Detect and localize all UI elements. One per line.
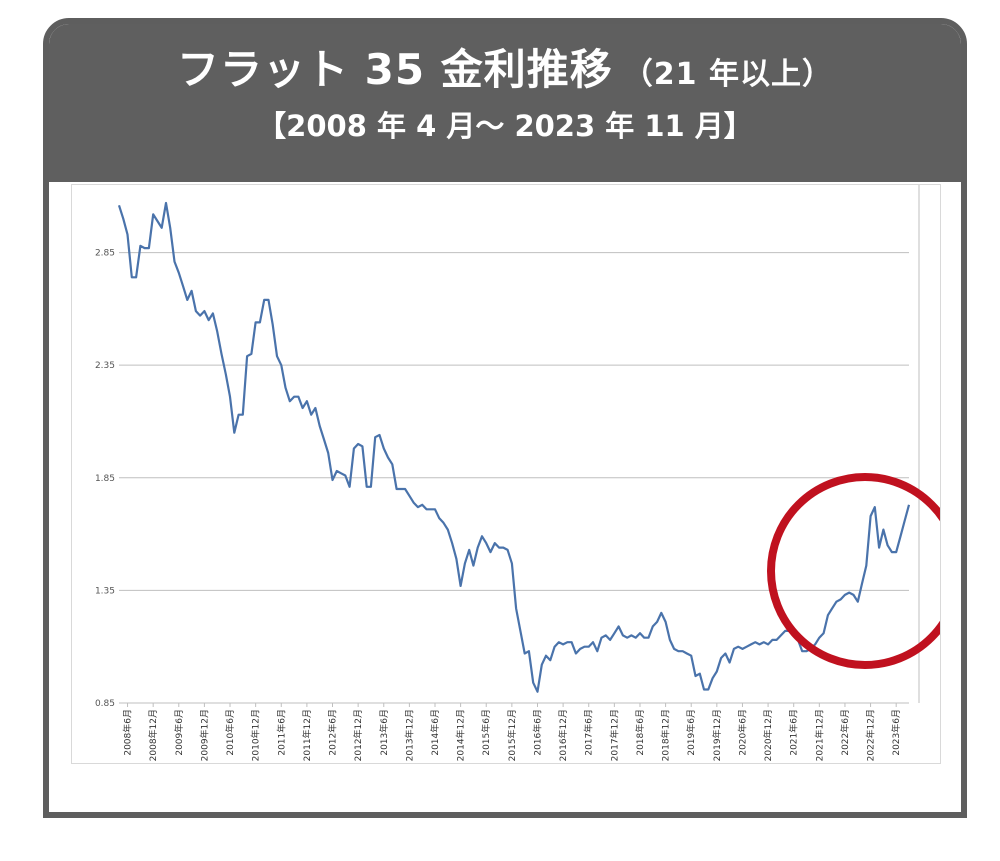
highlight-circle bbox=[767, 473, 940, 669]
x-tick-label: 2010年12月 bbox=[250, 709, 262, 761]
chart-title-main: フラット 35 金利推移 bbox=[177, 45, 613, 94]
y-tick-label: 2.85 bbox=[95, 249, 115, 259]
x-tick-label: 2013年12月 bbox=[403, 709, 415, 761]
x-tick-label: 2022年6月 bbox=[839, 709, 851, 756]
x-tick-label: 2021年12月 bbox=[813, 709, 825, 761]
series-layer bbox=[117, 201, 911, 693]
gridlines bbox=[119, 185, 920, 704]
chart-title: フラット 35 金利推移 （21 年以上） bbox=[49, 42, 961, 103]
x-tick-label: 2022年12月 bbox=[865, 709, 877, 761]
x-tick-label: 2021年6月 bbox=[788, 709, 800, 756]
line-chart: 0.85 1.35 1.85 2.35 2.85 2008年6月 2008年12月 2009… bbox=[95, 185, 940, 761]
x-tick-label: 2020年12月 bbox=[762, 709, 774, 761]
x-tick-label: 2009年6月 bbox=[173, 709, 185, 756]
x-tick-label: 2019年6月 bbox=[685, 709, 697, 756]
x-tick-label: 2016年6月 bbox=[531, 709, 543, 756]
x-tick-label: 2012年6月 bbox=[327, 709, 339, 756]
x-tick-label: 2016年12月 bbox=[557, 709, 569, 761]
x-tick-label: 2018年12月 bbox=[660, 709, 672, 761]
x-tick-label: 2018年6月 bbox=[634, 709, 646, 756]
x-tick-label: 2015年12月 bbox=[506, 709, 518, 761]
x-tick-label: 2011年6月 bbox=[275, 709, 287, 756]
y-tick-label: 2.35 bbox=[95, 361, 115, 371]
y-tick-label: 0.85 bbox=[95, 699, 115, 709]
x-tick-label: 2014年6月 bbox=[429, 709, 441, 756]
x-tick-label: 2010年6月 bbox=[224, 709, 236, 756]
series-line bbox=[117, 201, 911, 693]
chart-title-sub: （21 年以上） bbox=[622, 57, 833, 92]
y-tick-label: 1.85 bbox=[95, 474, 115, 484]
x-tick-label: 2009年12月 bbox=[198, 709, 210, 761]
x-tick-label: 2008年6月 bbox=[122, 709, 134, 756]
x-tick-label: 2015年6月 bbox=[480, 709, 492, 756]
y-tick-label: 1.35 bbox=[95, 586, 115, 596]
x-tick-label: 2023年6月 bbox=[890, 709, 902, 756]
x-tick-label: 2011年12月 bbox=[301, 709, 313, 761]
x-tick-label: 2017年12月 bbox=[608, 709, 620, 761]
x-tick-label: 2014年12月 bbox=[455, 709, 467, 761]
x-tick-label: 2012年12月 bbox=[352, 709, 364, 761]
x-tick-label: 2020年6月 bbox=[736, 709, 748, 756]
plot-area: 0.85 1.35 1.85 2.35 2.85 2008年6月 2008年12月 2009… bbox=[71, 184, 941, 764]
chart-subtitle: 【2008 年 4 月～ 2023 年 11 月】 bbox=[257, 109, 753, 143]
x-tick-label: 2008年12月 bbox=[147, 709, 159, 761]
title-banner: フラット 35 金利推移 （21 年以上） 【2008 年 4 月～ 2023 年… bbox=[49, 24, 961, 182]
y-axis-ticks: 0.85 1.35 1.85 2.35 2.85 bbox=[95, 249, 115, 709]
chart-frame: フラット 35 金利推移 （21 年以上） 【2008 年 4 月～ 2023 年… bbox=[43, 18, 967, 818]
x-tick-label: 2013年6月 bbox=[378, 709, 390, 756]
x-tick-label: 2017年6月 bbox=[583, 709, 595, 756]
x-axis-ticks: 2008年6月 2008年12月 2009年6月 2009年12月 2010年6月 201… bbox=[122, 703, 902, 761]
x-tick-label: 2019年12月 bbox=[711, 709, 723, 761]
annotation-layer bbox=[767, 473, 940, 669]
